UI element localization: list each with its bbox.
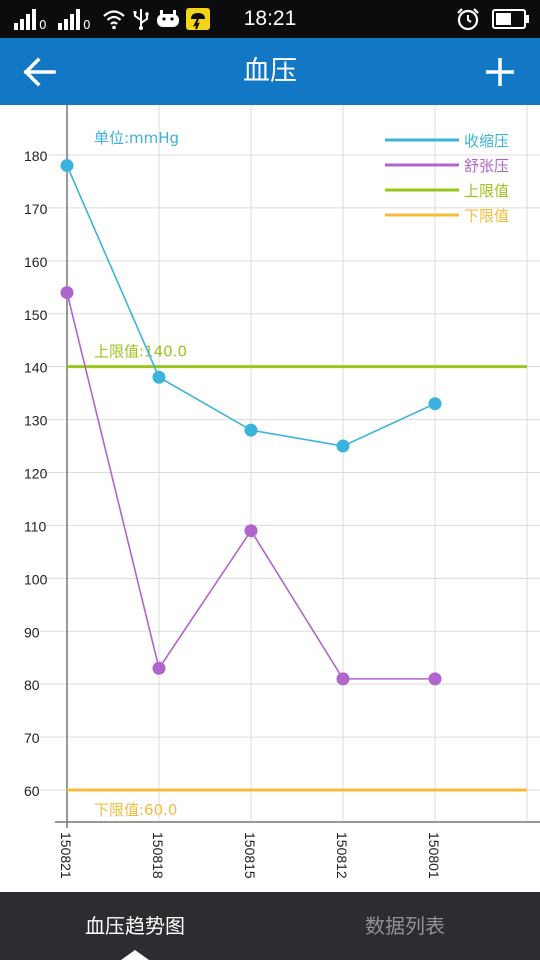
signal-icon: 0 xyxy=(58,9,91,30)
y-tick-label: 100 xyxy=(24,571,48,587)
wifi-icon xyxy=(103,10,125,30)
x-tick-label: 150801 xyxy=(426,832,442,879)
y-tick-label: 180 xyxy=(24,148,48,164)
y-tick-label: 140 xyxy=(24,360,48,376)
legend-diastolic-label: 舒张压 xyxy=(464,157,509,175)
lower-limit-label: 下限值:60.0 xyxy=(94,801,177,819)
x-tick-label: 150812 xyxy=(334,832,350,879)
legend-upper-limit-label: 上限值 xyxy=(464,182,509,200)
arrow-left-icon xyxy=(23,57,56,87)
sim1-label: 0 xyxy=(39,18,47,30)
y-tick-label: 70 xyxy=(24,730,40,746)
bottom-tab-bar: 血压趋势图 数据列表 xyxy=(0,892,540,960)
status-icons-right xyxy=(456,7,530,31)
gamepad-icon xyxy=(157,10,179,27)
upper-limit-label: 上限值:140.0 xyxy=(94,343,187,361)
tab-trend-chart[interactable]: 血压趋势图 xyxy=(85,914,185,938)
x-tick-label: 150821 xyxy=(58,832,74,879)
systolic-point xyxy=(60,159,74,173)
battery-icon xyxy=(492,9,529,29)
x-tick-label: 150815 xyxy=(242,832,258,879)
active-tab-indicator xyxy=(121,950,149,960)
y-tick-label: 110 xyxy=(24,518,47,534)
diastolic-point xyxy=(244,524,258,538)
legend-lower-limit-label: 下限值 xyxy=(464,207,509,225)
diastolic-point xyxy=(152,661,166,675)
systolic-point xyxy=(336,439,350,453)
x-tick-label: 150818 xyxy=(150,832,166,879)
y-tick-label: 60 xyxy=(24,783,40,799)
back-button[interactable] xyxy=(18,52,62,92)
y-tick-label: 160 xyxy=(24,254,48,270)
tab-data-list[interactable]: 数据列表 xyxy=(365,914,445,938)
diastolic-point xyxy=(428,672,442,686)
blood-pressure-chart: 60 70 80 90 100 110 120 130 140 150 160 170 180 15082… xyxy=(0,105,540,892)
sim2-label: 0 xyxy=(83,18,91,30)
y-tick-label: 120 xyxy=(24,466,48,482)
app-bar: 血压 xyxy=(0,38,540,105)
signal-icon: 0 xyxy=(14,9,47,30)
systolic-point xyxy=(428,397,442,411)
status-icons-left: 0 0 xyxy=(14,7,210,31)
usb-icon xyxy=(133,9,149,30)
status-bar: 0 0 xyxy=(0,0,540,38)
weather-icon xyxy=(186,8,210,30)
y-tick-label: 130 xyxy=(24,413,48,429)
add-record-button[interactable] xyxy=(478,52,522,92)
plus-icon xyxy=(486,58,514,86)
page-title: 血压 xyxy=(243,56,297,87)
y-tick-label: 90 xyxy=(24,624,40,640)
systolic-point xyxy=(244,423,258,437)
y-tick-label: 80 xyxy=(24,677,40,693)
diastolic-point xyxy=(336,672,350,686)
y-tick-label: 150 xyxy=(24,307,48,323)
legend-systolic-label: 收缩压 xyxy=(464,132,509,150)
diastolic-point xyxy=(60,286,74,300)
alarm-icon xyxy=(457,8,479,31)
status-time: 18:21 xyxy=(243,7,297,30)
unit-label: 单位:mmHg xyxy=(94,129,179,147)
y-tick-label: 170 xyxy=(24,201,48,217)
systolic-point xyxy=(152,370,166,384)
chart-svg: 60 70 80 90 100 110 120 130 140 150 160 170 180 15082… xyxy=(24,105,540,879)
